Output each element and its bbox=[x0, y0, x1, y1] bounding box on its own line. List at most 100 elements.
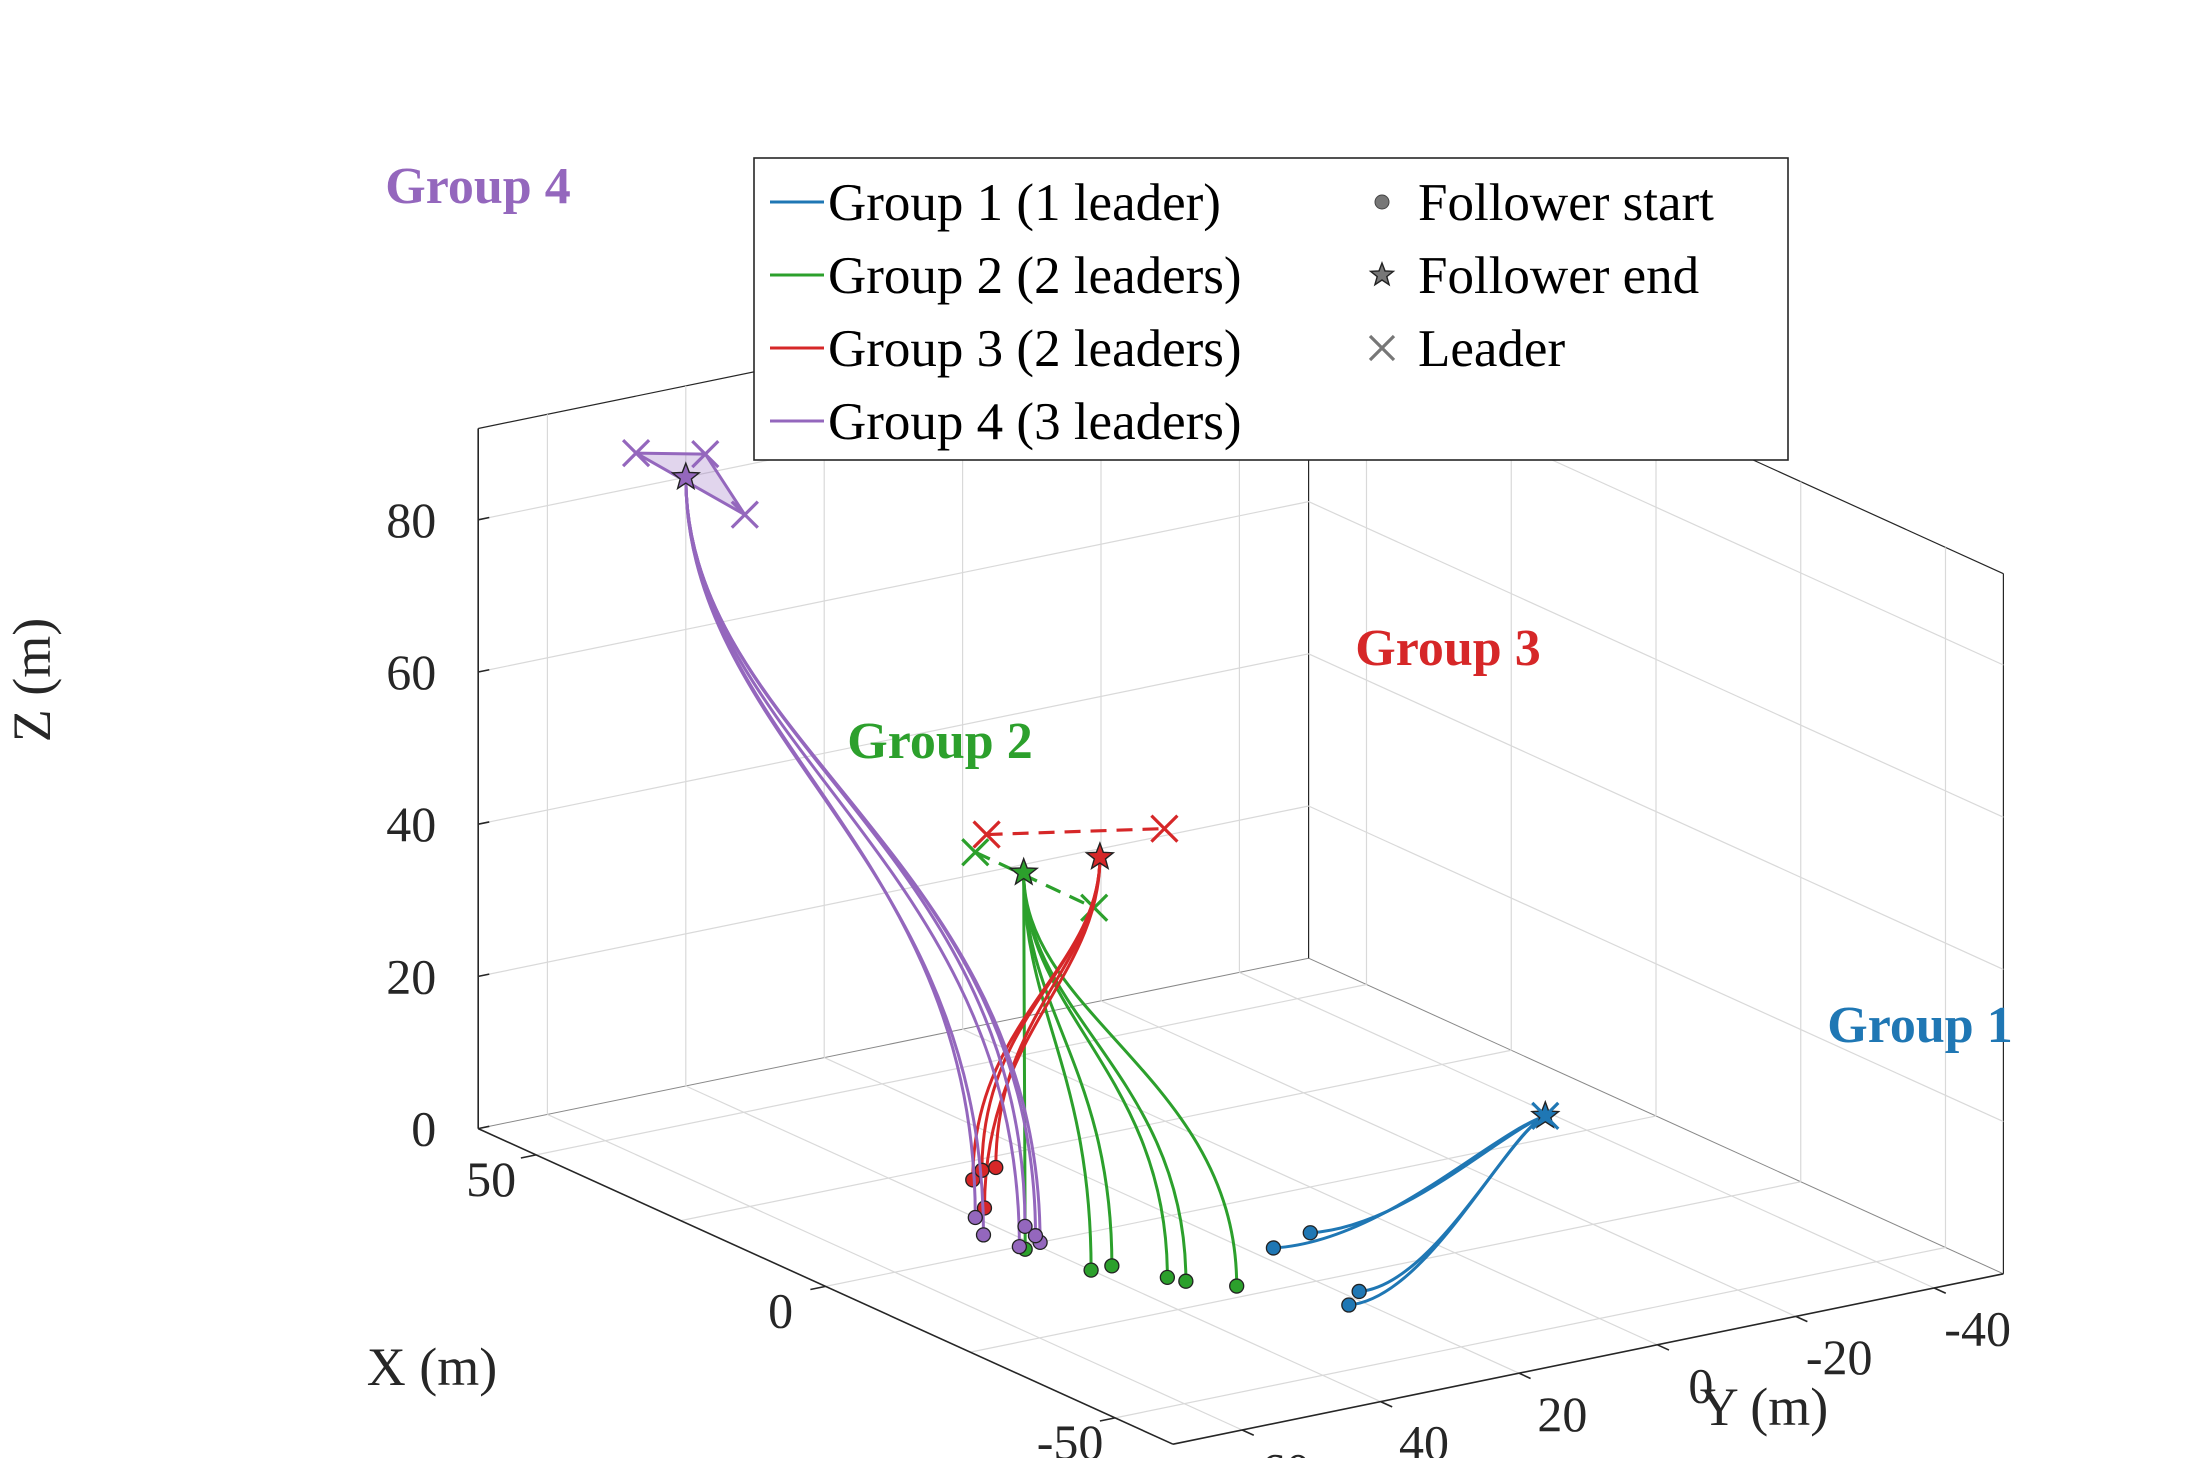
follower-trajectory bbox=[684, 477, 1042, 1243]
grid-line bbox=[1308, 653, 2004, 970]
grid-line bbox=[1114, 1246, 1946, 1419]
leader-marker bbox=[961, 838, 990, 867]
legend-entry-label: Group 3 (2 leaders) bbox=[828, 320, 1242, 378]
follower-start-marker bbox=[1178, 1273, 1194, 1289]
x-axis-line bbox=[477, 1127, 1174, 1445]
follower-start-marker bbox=[1229, 1278, 1245, 1294]
leader-marker bbox=[1531, 1101, 1560, 1131]
annotation-group-3: Group 3 bbox=[1355, 620, 1540, 677]
z-tick-label: 80 bbox=[386, 492, 436, 548]
follower-trajectory bbox=[1022, 872, 1239, 1287]
follower-start-marker bbox=[1027, 1228, 1044, 1244]
follower-trajectory bbox=[684, 477, 1027, 1227]
follower-trajectory bbox=[1022, 872, 1093, 1271]
leader-marker bbox=[621, 438, 651, 468]
leader-marker bbox=[1150, 814, 1179, 843]
grid-line bbox=[970, 1181, 1801, 1353]
y-tick bbox=[1657, 1344, 1670, 1351]
grid-line bbox=[478, 805, 1309, 977]
legend: Group 1 (1 leader) Group 2 (2 leaders) Gro… bbox=[753, 157, 1789, 461]
legend-entry-label: Follower start bbox=[1418, 174, 1714, 232]
leader-marker bbox=[691, 439, 720, 469]
z-tick bbox=[478, 1125, 490, 1130]
y-tick bbox=[1795, 1315, 1808, 1323]
y-tick-label: -40 bbox=[1944, 1301, 2011, 1357]
grid-line bbox=[825, 1115, 1657, 1287]
follower-trajectory bbox=[1273, 1114, 1546, 1250]
z-axis-label: Z (m) bbox=[2, 618, 62, 742]
axis-labels: X (m) Y (m) Z (m) bbox=[2, 618, 1828, 1437]
z-tick bbox=[478, 668, 490, 673]
grid-line bbox=[535, 983, 1367, 1156]
follower-start-marker bbox=[1351, 1283, 1367, 1300]
tick-marks bbox=[478, 516, 1947, 1436]
follower-start-marker bbox=[1159, 1269, 1176, 1286]
follower-trajectory bbox=[684, 477, 977, 1218]
grid-line bbox=[1100, 1000, 1797, 1317]
grid-line bbox=[478, 501, 1309, 673]
follower-start-marker bbox=[967, 1209, 983, 1226]
x-tick bbox=[810, 1285, 826, 1291]
leader-marker bbox=[730, 500, 759, 529]
annotation-group-4: Group 4 bbox=[385, 158, 570, 215]
tick-labels: 50 0 -50 60 40 20 0 -20 -40 0 20 40 60 80 bbox=[386, 492, 2011, 1458]
follower-end-marker bbox=[1008, 856, 1040, 886]
legend-star-swatch bbox=[1368, 261, 1396, 287]
data-series bbox=[621, 438, 1561, 1313]
x-tick bbox=[1099, 1417, 1116, 1422]
grid-line bbox=[1308, 501, 2004, 818]
y-tick-label: 60 bbox=[1261, 1443, 1311, 1458]
legend-entry-label: Group 1 (1 leader) bbox=[828, 174, 1221, 232]
legend-entry-label: Group 2 (2 leaders) bbox=[828, 247, 1242, 305]
legend-entry-label: Follower end bbox=[1418, 247, 1699, 305]
grid-line bbox=[1308, 805, 2004, 1123]
y-axis-line bbox=[1172, 1273, 2004, 1445]
leader-marker bbox=[972, 820, 1001, 849]
z-tick bbox=[478, 821, 490, 825]
axes-box-front bbox=[477, 428, 2004, 1445]
z-tick-label: 0 bbox=[411, 1101, 436, 1157]
box-edge bbox=[478, 957, 1309, 1130]
follower-start-marker bbox=[1341, 1297, 1357, 1313]
z-tick bbox=[478, 973, 490, 978]
y-tick bbox=[1380, 1400, 1393, 1408]
y-tick-label: 0 bbox=[1688, 1358, 1713, 1414]
y-tick bbox=[1518, 1372, 1531, 1380]
follower-start-marker bbox=[1017, 1218, 1033, 1235]
series-group-2 bbox=[961, 838, 1245, 1294]
grid-line bbox=[823, 1057, 1520, 1374]
leader-link bbox=[974, 850, 1095, 910]
y-tick bbox=[1933, 1287, 1947, 1294]
follower-end-marker bbox=[670, 461, 701, 491]
follower-start-marker bbox=[1104, 1258, 1120, 1274]
z-tick-label: 20 bbox=[386, 948, 436, 1004]
grid-line bbox=[962, 1028, 1658, 1346]
follower-end-marker bbox=[1084, 841, 1116, 871]
legend-entry-label: Leader bbox=[1418, 320, 1565, 378]
x-axis-label: X (m) bbox=[367, 1337, 497, 1397]
x-tick-label: 0 bbox=[768, 1283, 793, 1339]
group-annotations: Group 1 Group 2 Group 3 Group 4 bbox=[385, 158, 2012, 1054]
follower-start-marker bbox=[975, 1227, 992, 1243]
grid-line bbox=[547, 1113, 1243, 1431]
follower-trajectory bbox=[1022, 872, 1188, 1282]
x-tick-label: 50 bbox=[466, 1151, 516, 1207]
z-tick bbox=[478, 516, 490, 521]
y-tick-label: 20 bbox=[1537, 1386, 1587, 1442]
follower-start-marker bbox=[1011, 1238, 1028, 1255]
z-tick-label: 40 bbox=[386, 796, 436, 852]
grid-line bbox=[478, 653, 1309, 825]
series-group-4 bbox=[621, 438, 1048, 1255]
y-tick bbox=[1241, 1429, 1255, 1436]
annotation-group-2: Group 2 bbox=[847, 713, 1032, 770]
y-axis-label: Y (m) bbox=[1700, 1377, 1828, 1437]
legend-x-swatch bbox=[1368, 334, 1396, 362]
follower-trajectory bbox=[994, 857, 1102, 1168]
follower-start-marker bbox=[1083, 1262, 1099, 1278]
legend-entry-label: Group 4 (3 leaders) bbox=[828, 393, 1242, 451]
follower-start-marker bbox=[1302, 1225, 1318, 1241]
legend-circle-swatch bbox=[1374, 194, 1390, 210]
follower-start-marker bbox=[1265, 1240, 1282, 1256]
x-tick-label: -50 bbox=[1037, 1414, 1104, 1458]
